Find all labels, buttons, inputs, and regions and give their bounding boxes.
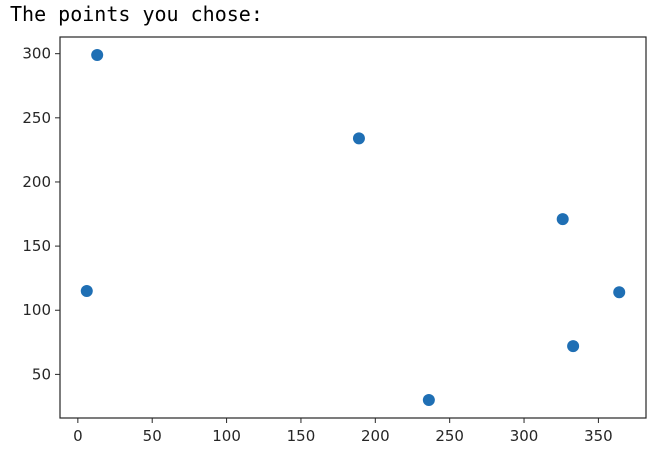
data-point [422,394,435,407]
y-tick-label: 300 [22,45,51,63]
x-axis: 0 50 100 150 200 250 300 350 [73,418,613,445]
y-tick-label: 100 [22,301,51,319]
y-tick-label: 250 [22,109,51,127]
data-point [80,285,93,297]
data-point [352,132,365,145]
x-tick-label: 150 [287,427,316,445]
x-tick-label: 0 [73,427,83,445]
plot-area-frame [59,36,647,419]
x-tick-label: 250 [435,427,464,445]
y-tick-label: 200 [22,173,51,191]
y-tick-label: 150 [22,237,51,255]
data-point [556,213,569,226]
x-tick-label: 200 [361,427,390,445]
data-points [80,48,626,407]
y-axis: 50 100 150 200 250 300 [22,45,60,383]
x-tick-label: 300 [510,427,539,445]
data-point [91,48,104,61]
y-tick-label: 50 [32,365,51,383]
data-point [567,340,580,353]
x-tick-label: 350 [584,427,613,445]
cell-output-text: The points you chose: [10,2,263,26]
data-point [613,286,626,299]
x-tick-label: 50 [143,427,162,445]
x-tick-label: 100 [212,427,241,445]
